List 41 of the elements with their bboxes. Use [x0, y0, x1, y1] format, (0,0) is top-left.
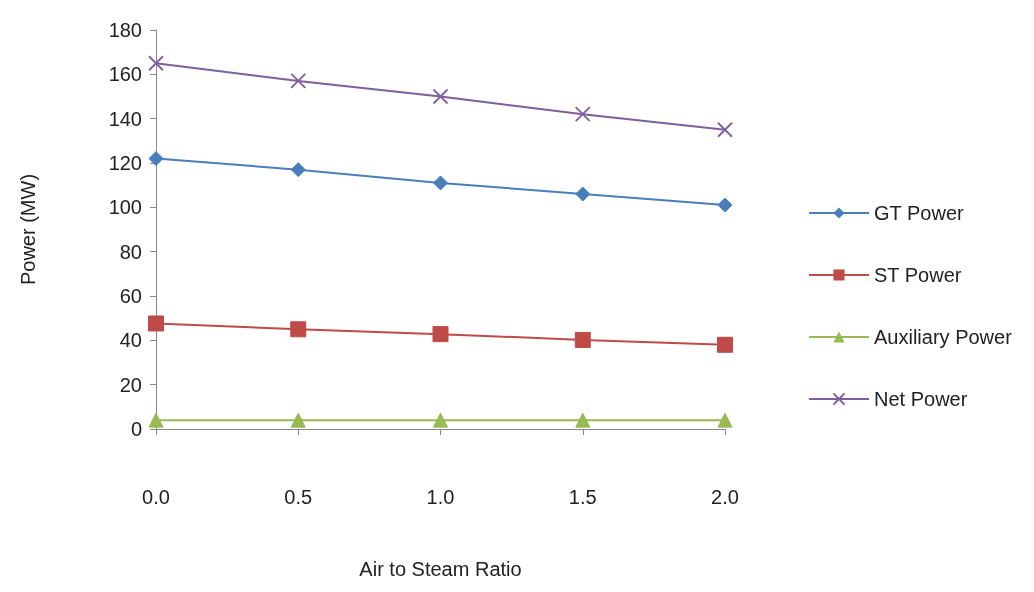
legend-label: GT Power [874, 202, 964, 224]
point [148, 315, 164, 332]
y-tick-label: 160 [108, 63, 142, 86]
y-tick-label: 180 [108, 19, 142, 41]
y-tick-label: 140 [108, 107, 142, 130]
y-tick-label: 20 [119, 373, 142, 396]
x-axis-title: Air to Steam Ratio [359, 558, 522, 580]
point [148, 412, 164, 428]
point [575, 412, 591, 428]
point [574, 106, 591, 123]
legend-label: ST Power [874, 264, 962, 286]
x-tick-label: 2.0 [711, 486, 739, 508]
point [290, 73, 307, 89]
x-tick-label: 0.0 [142, 486, 170, 508]
legend-label: Net Power [874, 388, 968, 410]
y-tick-label: 100 [108, 196, 142, 219]
x-tick-label: 0.5 [284, 486, 313, 508]
x-tick-label: 1.0 [426, 486, 455, 508]
point [290, 412, 306, 428]
point [432, 326, 449, 343]
point [432, 88, 449, 105]
y-axis-title: Power (MW) [17, 173, 39, 286]
y-tick-label: 60 [119, 285, 142, 307]
y-tick-label: 0 [130, 418, 142, 440]
point [148, 55, 164, 72]
point [717, 197, 733, 213]
point [717, 412, 733, 428]
point [290, 321, 307, 338]
x-tick-label: 1.5 [568, 486, 597, 508]
y-tick-label: 80 [119, 240, 142, 263]
point [148, 151, 164, 167]
point [574, 331, 591, 348]
legend-label: Auxiliary Power [874, 326, 1013, 348]
point [433, 412, 448, 428]
point [717, 121, 733, 138]
y-tick-label: 120 [108, 152, 142, 174]
point [433, 175, 448, 191]
point [290, 162, 306, 178]
point [575, 186, 591, 202]
y-tick-label: 40 [119, 329, 142, 352]
point [717, 336, 733, 353]
